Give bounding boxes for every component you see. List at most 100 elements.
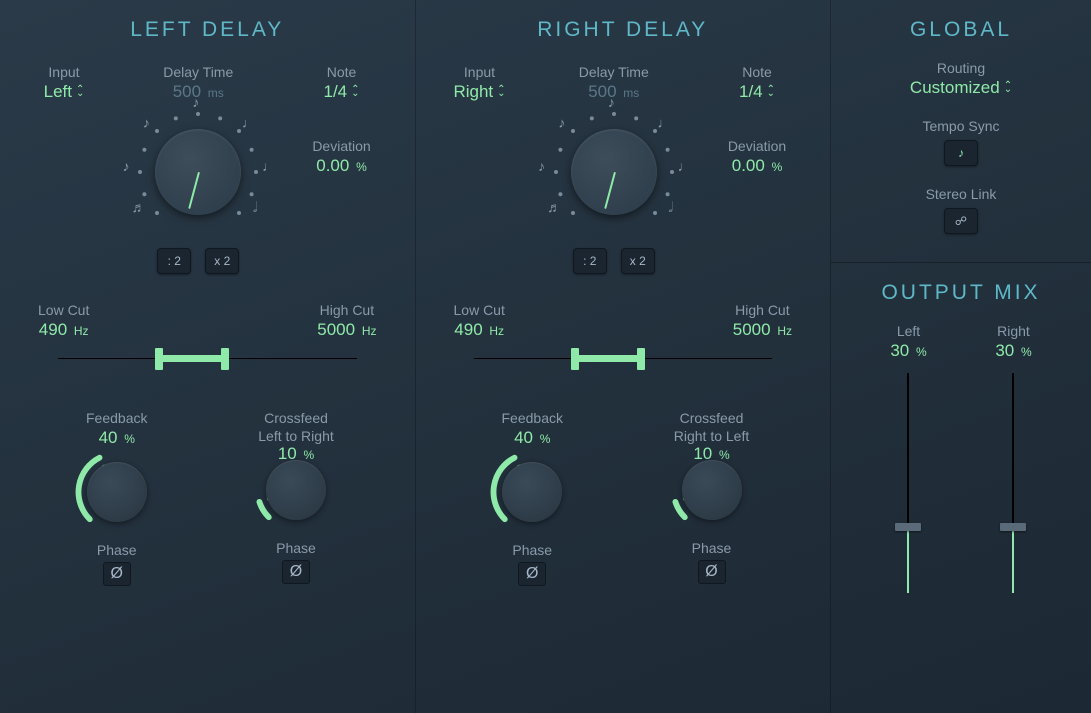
global-title: GLOBAL bbox=[859, 18, 1063, 42]
right-feedback-value: 40 % bbox=[496, 428, 568, 448]
right-filter-range[interactable] bbox=[474, 344, 773, 374]
left-highcut-value[interactable]: 5000 Hz bbox=[317, 320, 376, 340]
right-highcut-label: High Cut bbox=[733, 302, 792, 318]
right-highcut-handle[interactable] bbox=[637, 348, 645, 370]
right-lowcut-value[interactable]: 490 Hz bbox=[454, 320, 505, 340]
left-filter-range[interactable] bbox=[58, 344, 357, 374]
note-glyph-icon: ♬ bbox=[132, 199, 146, 215]
right-note-select[interactable]: 1/4 bbox=[739, 82, 775, 102]
output-left-fader-cap[interactable] bbox=[895, 523, 921, 531]
phase-icon: Ø bbox=[526, 565, 538, 583]
left-crossfeed-label2: Left to Right bbox=[258, 428, 334, 444]
routing-label: Routing bbox=[859, 60, 1063, 76]
left-deviation-label: Deviation bbox=[297, 138, 387, 154]
note-glyph-icon: ♩ bbox=[657, 115, 671, 131]
left-crossfeed-phase-label: Phase bbox=[258, 540, 334, 556]
right-feedback-knob[interactable] bbox=[496, 456, 568, 528]
stereo-link-label: Stereo Link bbox=[859, 186, 1063, 202]
left-highcut-label: High Cut bbox=[317, 302, 376, 318]
right-input-label: Input bbox=[444, 64, 516, 80]
left-feedback-phase-label: Phase bbox=[81, 542, 153, 558]
routing-select[interactable]: Customized bbox=[910, 78, 1012, 98]
chevron-updown-icon bbox=[76, 86, 84, 98]
output-left-label: Left bbox=[897, 323, 920, 339]
chevron-updown-icon bbox=[1004, 82, 1012, 94]
right-feedback-label: Feedback bbox=[496, 410, 568, 426]
note-glyph-icon: ♪ bbox=[123, 158, 130, 174]
left-lowcut-value[interactable]: 490 Hz bbox=[38, 320, 89, 340]
chevron-updown-icon bbox=[497, 86, 505, 98]
stereo-link-button[interactable]: ☍ bbox=[944, 208, 978, 234]
left-lowcut-handle[interactable] bbox=[155, 348, 163, 370]
left-note-label: Note bbox=[297, 64, 387, 80]
left-multiply2-button[interactable]: x 2 bbox=[205, 248, 239, 274]
right-divide2-button[interactable]: : 2 bbox=[573, 248, 607, 274]
left-feedback-label: Feedback bbox=[81, 410, 153, 426]
left-note-select[interactable]: 1/4 bbox=[323, 82, 359, 102]
left-delaytime-knob[interactable] bbox=[155, 129, 241, 215]
right-highcut-value[interactable]: 5000 Hz bbox=[733, 320, 792, 340]
note-glyph-icon: ♩ bbox=[677, 158, 691, 174]
left-crossfeed-label1: Crossfeed bbox=[258, 410, 334, 426]
left-feedback-knob[interactable] bbox=[81, 456, 153, 528]
output-right-fader-cap[interactable] bbox=[1000, 523, 1026, 531]
left-deviation-value[interactable]: 0.00 % bbox=[297, 156, 387, 176]
left-input-select[interactable]: Left bbox=[44, 82, 85, 102]
side-divider bbox=[831, 262, 1091, 263]
left-feedback-value: 40 % bbox=[81, 428, 153, 448]
right-delay-panel: RIGHT DELAY Input Right Delay Time 500 m… bbox=[416, 0, 832, 713]
chevron-updown-icon bbox=[767, 86, 775, 98]
right-crossfeed-phase-button[interactable]: Ø bbox=[698, 560, 726, 584]
right-crossfeed-knob[interactable] bbox=[676, 454, 748, 526]
left-divide2-button[interactable]: : 2 bbox=[157, 248, 191, 274]
right-note-label: Note bbox=[712, 64, 802, 80]
output-right-fader[interactable] bbox=[1012, 373, 1014, 593]
right-multiply2-button[interactable]: x 2 bbox=[621, 248, 655, 274]
left-feedback-phase-button[interactable]: Ø bbox=[103, 562, 131, 586]
left-crossfeed-knob[interactable] bbox=[260, 454, 332, 526]
right-feedback-phase-button[interactable]: Ø bbox=[518, 562, 546, 586]
right-lowcut-label: Low Cut bbox=[454, 302, 505, 318]
output-right-value: 30 % bbox=[995, 341, 1031, 361]
link-icon: ☍ bbox=[955, 214, 967, 228]
note-glyph-icon: ♩ bbox=[242, 115, 256, 131]
output-mix-title: OUTPUT MIX bbox=[859, 281, 1063, 305]
chevron-updown-icon bbox=[351, 86, 359, 98]
left-crossfeed-phase-button[interactable]: Ø bbox=[282, 560, 310, 584]
left-delay-panel: LEFT DELAY Input Left Delay Time 500 ms … bbox=[0, 0, 416, 713]
phase-icon: Ø bbox=[290, 563, 302, 581]
note-icon: ♪ bbox=[958, 146, 964, 160]
tempo-sync-button[interactable]: ♪ bbox=[944, 140, 978, 166]
left-highcut-handle[interactable] bbox=[221, 348, 229, 370]
right-crossfeed-phase-label: Phase bbox=[674, 540, 750, 556]
right-feedback-phase-label: Phase bbox=[496, 542, 568, 558]
note-glyph-icon: ♪ bbox=[538, 158, 545, 174]
right-input-select[interactable]: Right bbox=[453, 82, 505, 102]
left-lowcut-label: Low Cut bbox=[38, 302, 89, 318]
left-delay-title: LEFT DELAY bbox=[28, 18, 387, 42]
right-delaytime-label: Delay Time bbox=[516, 64, 713, 80]
note-glyph-icon: ♪ bbox=[143, 115, 150, 131]
note-glyph-icon: ♪ bbox=[608, 94, 615, 110]
note-glyph-icon: 𝅗𝅥 bbox=[253, 199, 257, 216]
output-right-label: Right bbox=[997, 323, 1030, 339]
right-delay-title: RIGHT DELAY bbox=[444, 18, 803, 42]
right-lowcut-handle[interactable] bbox=[571, 348, 579, 370]
left-input-label: Input bbox=[28, 64, 100, 80]
side-panel: GLOBAL Routing Customized Tempo Sync ♪ S… bbox=[831, 0, 1091, 713]
right-deviation-value[interactable]: 0.00 % bbox=[712, 156, 802, 176]
right-deviation-label: Deviation bbox=[712, 138, 802, 154]
right-crossfeed-label2: Right to Left bbox=[674, 428, 750, 444]
tempo-sync-label: Tempo Sync bbox=[859, 118, 1063, 134]
phase-icon: Ø bbox=[111, 565, 123, 583]
left-delaytime-label: Delay Time bbox=[100, 64, 297, 80]
right-crossfeed-label1: Crossfeed bbox=[674, 410, 750, 426]
note-glyph-icon: ♪ bbox=[558, 115, 565, 131]
output-left-value: 30 % bbox=[890, 341, 926, 361]
phase-icon: Ø bbox=[705, 563, 717, 581]
right-delaytime-knob[interactable] bbox=[571, 129, 657, 215]
note-glyph-icon: ♪ bbox=[192, 94, 199, 110]
note-glyph-icon: ♬ bbox=[547, 199, 561, 215]
note-glyph-icon: ♩ bbox=[262, 158, 276, 174]
output-left-fader[interactable] bbox=[907, 373, 909, 593]
